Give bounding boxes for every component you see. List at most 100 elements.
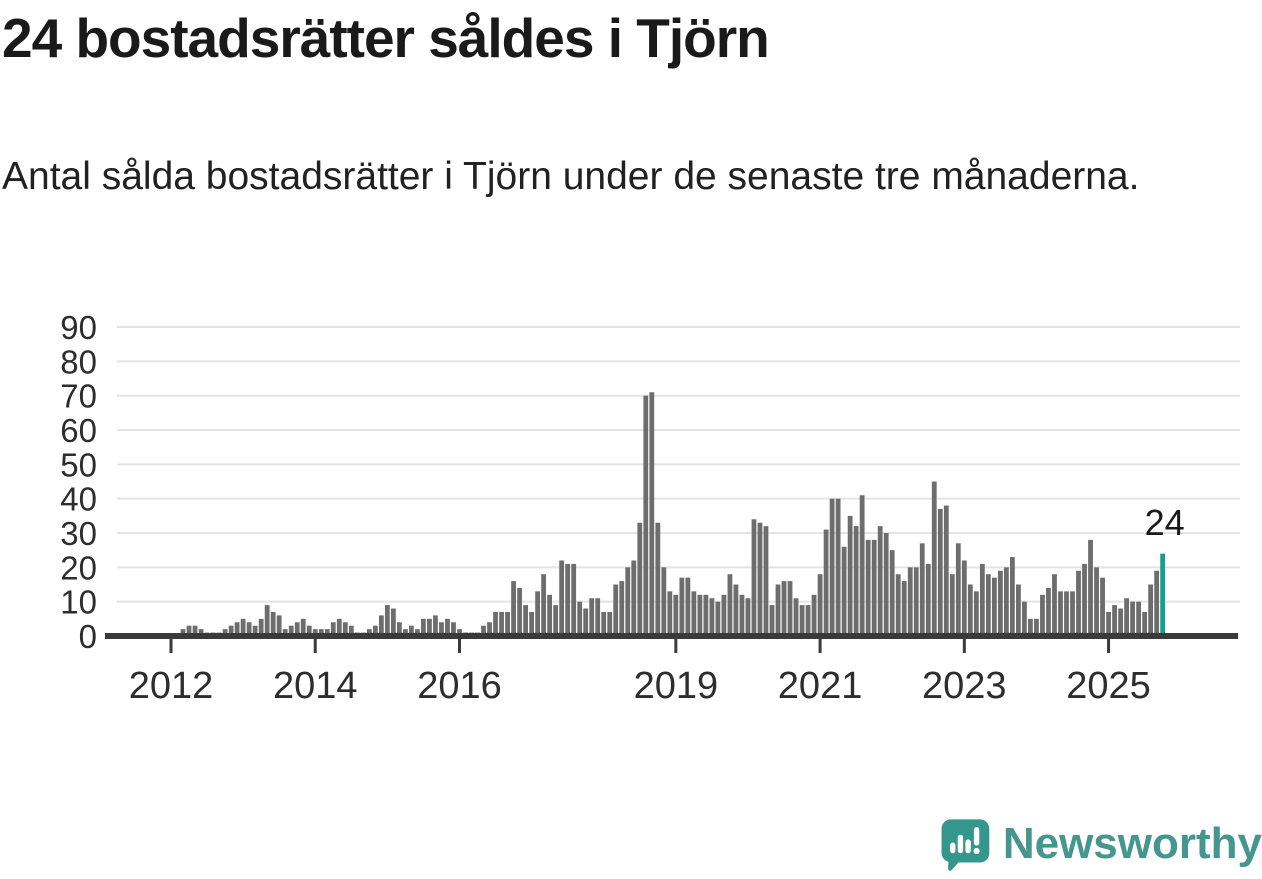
y-axis-tick-label: 70 xyxy=(60,378,97,415)
bar xyxy=(252,625,258,636)
bar xyxy=(1100,577,1105,636)
bar xyxy=(1076,570,1081,636)
y-axis-tick-label: 10 xyxy=(60,584,97,621)
bar xyxy=(991,577,997,636)
bar xyxy=(961,560,967,636)
bar xyxy=(1124,598,1129,636)
bar xyxy=(649,392,655,636)
bar xyxy=(493,611,498,636)
bar xyxy=(625,567,631,636)
bar xyxy=(342,622,348,636)
bar xyxy=(787,581,793,636)
bar xyxy=(270,611,276,636)
bar xyxy=(409,625,414,636)
bar xyxy=(390,608,396,636)
branding-footer: Newsworthy xyxy=(940,808,1262,879)
bar xyxy=(595,598,601,636)
newsworthy-logo-icon xyxy=(941,818,990,871)
bar xyxy=(979,563,985,636)
bar xyxy=(763,526,769,636)
bar xyxy=(937,508,943,636)
bar xyxy=(1082,563,1087,636)
bar xyxy=(835,498,841,636)
bar xyxy=(745,598,751,636)
bar xyxy=(697,594,703,636)
bar xyxy=(505,611,510,636)
bar xyxy=(889,550,895,636)
bar xyxy=(1016,584,1021,636)
y-axis-tick-label: 0 xyxy=(79,618,97,655)
bar xyxy=(1010,557,1015,636)
bar xyxy=(679,577,685,636)
bar xyxy=(1040,594,1045,636)
bar xyxy=(499,611,504,636)
bar xyxy=(577,601,583,636)
bar xyxy=(955,543,961,636)
bar xyxy=(1070,591,1075,636)
bar xyxy=(949,574,955,636)
bar xyxy=(1028,618,1033,636)
bar xyxy=(967,584,973,636)
bar xyxy=(439,622,444,636)
bar xyxy=(997,570,1003,636)
bar xyxy=(877,526,883,636)
bar xyxy=(330,622,336,636)
bar xyxy=(1148,584,1154,636)
bar xyxy=(757,522,763,636)
bar xyxy=(264,605,270,636)
bar xyxy=(841,546,847,636)
bar xyxy=(180,629,186,636)
bar xyxy=(511,581,516,636)
bar xyxy=(228,625,234,636)
bar xyxy=(457,629,462,636)
bar xyxy=(589,598,595,636)
bar xyxy=(859,495,865,636)
bar xyxy=(559,560,565,636)
bar xyxy=(288,625,294,636)
bar xyxy=(1142,611,1148,636)
bar xyxy=(733,584,739,636)
y-axis-tick-label: 20 xyxy=(60,549,97,586)
bar xyxy=(421,618,426,636)
bar xyxy=(901,581,907,636)
bar xyxy=(1118,608,1123,636)
bar xyxy=(727,574,733,636)
bar xyxy=(613,584,619,636)
x-axis-tick-label: 2025 xyxy=(1066,665,1151,707)
bar xyxy=(487,622,492,636)
bar xyxy=(348,625,354,636)
y-axis-tick-label: 90 xyxy=(60,309,97,346)
x-axis-tick-label: 2016 xyxy=(417,665,502,707)
bar xyxy=(817,574,823,636)
bar xyxy=(384,605,390,636)
bar xyxy=(1003,567,1009,636)
bar xyxy=(565,563,571,636)
bar xyxy=(318,629,324,636)
bar xyxy=(372,625,378,636)
bar xyxy=(913,567,919,636)
bar xyxy=(637,522,643,636)
bar xyxy=(1022,601,1027,636)
bar xyxy=(433,615,438,636)
x-axis-tick-label: 2019 xyxy=(634,665,719,707)
bar xyxy=(1130,601,1135,636)
bar xyxy=(306,625,312,636)
bar xyxy=(451,622,456,636)
y-axis-tick-label: 80 xyxy=(60,343,97,380)
bar xyxy=(619,581,625,636)
bar xyxy=(481,625,486,636)
y-axis-tick-label: 50 xyxy=(60,446,97,483)
bar xyxy=(312,629,318,636)
bar xyxy=(751,519,757,636)
bar xyxy=(865,539,871,636)
bar xyxy=(601,611,607,636)
x-axis-tick-label: 2014 xyxy=(273,665,358,707)
bar xyxy=(985,574,991,636)
bar xyxy=(547,594,553,636)
bar xyxy=(1064,591,1069,636)
bar xyxy=(907,567,913,636)
bar xyxy=(703,594,709,636)
bar xyxy=(853,526,859,636)
bar xyxy=(1106,611,1111,636)
